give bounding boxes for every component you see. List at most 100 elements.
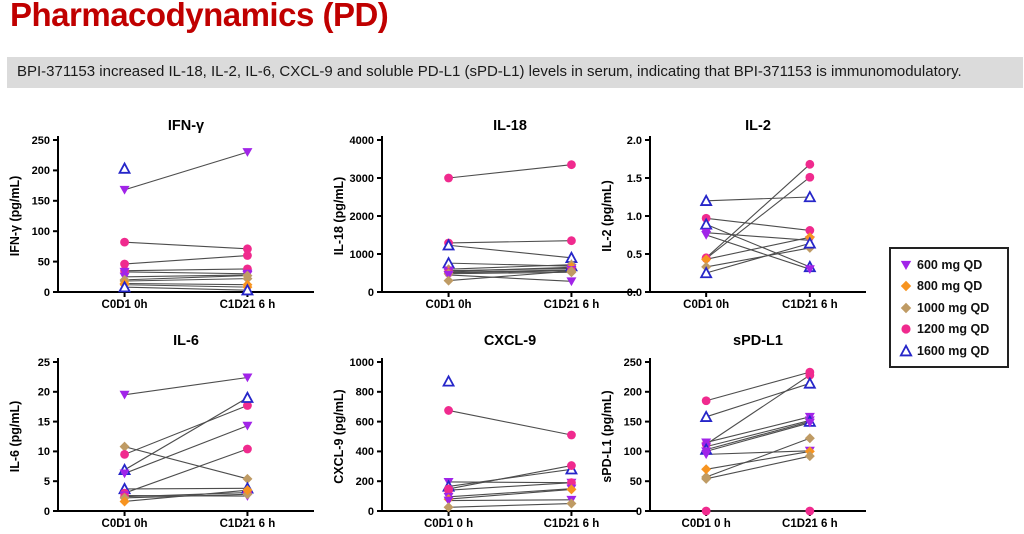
- y-tick-label: 200: [356, 476, 374, 488]
- pair-line: [124, 446, 248, 480]
- point-1600mg-icon: [699, 409, 713, 422]
- point-1000mg-icon: [443, 275, 454, 286]
- legend-item-label: 600 mg QD: [917, 257, 983, 272]
- point-600mg-icon: [804, 418, 815, 428]
- y-tick-label: 2.0: [627, 135, 642, 147]
- y-tick-label: 1.0: [627, 211, 642, 223]
- axis: [57, 358, 314, 512]
- ifn-gamma-plot: IFN-γ IFN-γ (pg/mL) 0 50 100 150 200 250 C0D1 0h…: [8, 118, 314, 311]
- circle-glyph: [901, 324, 911, 334]
- legend-item-600mg: 600 mg QD: [895, 254, 1003, 276]
- y-tick-label: 50: [38, 256, 50, 268]
- pair-line: [705, 163, 811, 259]
- triangle-down-icon: [900, 260, 912, 270]
- y-tick-label: 200: [624, 387, 642, 399]
- pair-line: [124, 274, 248, 278]
- point-1200mg-icon: [805, 370, 815, 380]
- x-tick-label: C0D1 0 h: [682, 518, 731, 529]
- point-1000mg-icon: [804, 451, 815, 462]
- y-tick-label: 100: [32, 226, 50, 238]
- pair-line: [706, 232, 810, 241]
- pair-line: [448, 270, 572, 282]
- dose-legend: 600 mg QD 800 mg QD 1000 mg QD 1200 mg Q…: [889, 247, 1009, 368]
- y-tick-label: 600: [356, 416, 374, 428]
- y-tick-label: 0: [368, 506, 374, 518]
- pair-line: [706, 422, 810, 452]
- spd-l1-plot: sPD-L1 sPD-L1 (pg/mL) 0 50 100 150 200 250 C0D1 …: [600, 333, 866, 530]
- pair-line: [706, 247, 810, 268]
- point-1200mg-icon: [805, 159, 815, 169]
- point-1600mg-icon: [803, 236, 817, 249]
- y-axis-label: IFN-γ (pg/mL): [8, 176, 22, 257]
- y-tick-label: 100: [624, 446, 642, 458]
- chart-il-2: IL-2 IL-2 (pg/mL) 0.0 0.5 1.0 1.5 2.0 C0D1 0h C1…: [598, 110, 882, 322]
- legend-item-1200mg: 1200 mg QD: [895, 319, 1003, 341]
- point-600mg-icon: [443, 270, 454, 280]
- pair-line: [124, 448, 248, 494]
- x-tick-label: C1D21 6 h: [544, 518, 600, 529]
- x-tick-label: C1D21 6 h: [782, 299, 838, 311]
- point-600mg-icon: [242, 148, 253, 157]
- legend-item-1000mg: 1000 mg QD: [895, 297, 1003, 319]
- point-1600mg-icon: [240, 283, 254, 296]
- chart-title: IL-6: [173, 333, 199, 349]
- point-800mg-icon: [119, 496, 130, 507]
- legend-marker-600mg-icon: [895, 257, 917, 273]
- pair-line: [706, 236, 810, 260]
- y-tick-label: 400: [356, 446, 374, 458]
- pair-line: [124, 489, 248, 503]
- il-18-plot: IL-18 IL-18 (pg/mL) 0 1000 2000 3000 4000 C0D1 …: [332, 118, 638, 311]
- point-1000mg-icon: [566, 266, 577, 277]
- pair-line: [448, 274, 572, 282]
- point-1600mg-icon: [118, 280, 132, 293]
- y-axis-label: CXCL-9 (pg/mL): [332, 389, 346, 483]
- point-600mg-icon: [119, 185, 130, 195]
- y-axis-label: IL-6 (pg/mL): [8, 401, 22, 473]
- pair-line: [124, 278, 248, 282]
- x-tick-label: C0D1 0h: [102, 299, 148, 311]
- point-600mg-icon: [566, 277, 577, 287]
- x-tick-label: C0D1 0 h: [424, 518, 473, 529]
- point-1200mg-icon: [567, 461, 576, 470]
- point-1600mg-icon: [118, 161, 132, 174]
- y-tick-label: 20: [38, 387, 50, 399]
- pair-line: [705, 374, 811, 445]
- chart-title: IL-18: [493, 118, 527, 134]
- point-1200mg-icon: [120, 259, 129, 269]
- pair-line: [448, 503, 572, 508]
- point-600mg-icon: [701, 450, 712, 460]
- y-tick-label: 0: [368, 287, 374, 299]
- pair-line: [448, 240, 572, 244]
- pair-line: [124, 425, 248, 474]
- pair-line: [448, 499, 572, 502]
- pair-line: [124, 241, 248, 250]
- pair-line: [706, 242, 810, 274]
- chart-title: CXCL-9: [484, 333, 536, 349]
- il-6-plot: IL-6 IL-6 (pg/mL) 0 5 10 15 20 25 C0D1 0h C1D21 6…: [8, 333, 314, 530]
- pair-line: [124, 376, 248, 396]
- diamond-glyph: [900, 302, 912, 313]
- point-1200mg-icon: [567, 236, 576, 246]
- point-800mg-icon: [701, 254, 712, 265]
- chart-spd-l1: sPD-L1 sPD-L1 (pg/mL) 0 50 100 150 200 250 C0D1 …: [598, 326, 882, 530]
- y-tick-label: 3000: [350, 173, 374, 185]
- pair-line: [124, 151, 248, 191]
- point-1600mg-icon: [699, 217, 713, 230]
- x-tick-label: C0D1 0h: [426, 299, 472, 311]
- legend-item-label: 1000 mg QD: [917, 300, 990, 315]
- pair-line: [448, 264, 572, 270]
- chart-il-18: IL-18 IL-18 (pg/mL) 0 1000 2000 3000 4000 C0D1 …: [330, 110, 654, 322]
- y-tick-label: 5: [44, 476, 50, 488]
- y-tick-label: 0: [636, 506, 642, 518]
- diamond-icon: [900, 281, 912, 292]
- pair-line: [124, 487, 248, 490]
- y-tick-label: 10: [38, 446, 50, 458]
- point-1200mg-icon: [701, 396, 711, 406]
- pair-line: [705, 223, 811, 268]
- point-1200mg-icon: [243, 244, 252, 254]
- point-1000mg-icon: [242, 273, 253, 284]
- point-1000mg-icon: [701, 473, 712, 484]
- point-1000mg-icon: [804, 433, 815, 444]
- point-1200mg-icon: [243, 401, 252, 410]
- point-1200mg-icon: [567, 430, 576, 440]
